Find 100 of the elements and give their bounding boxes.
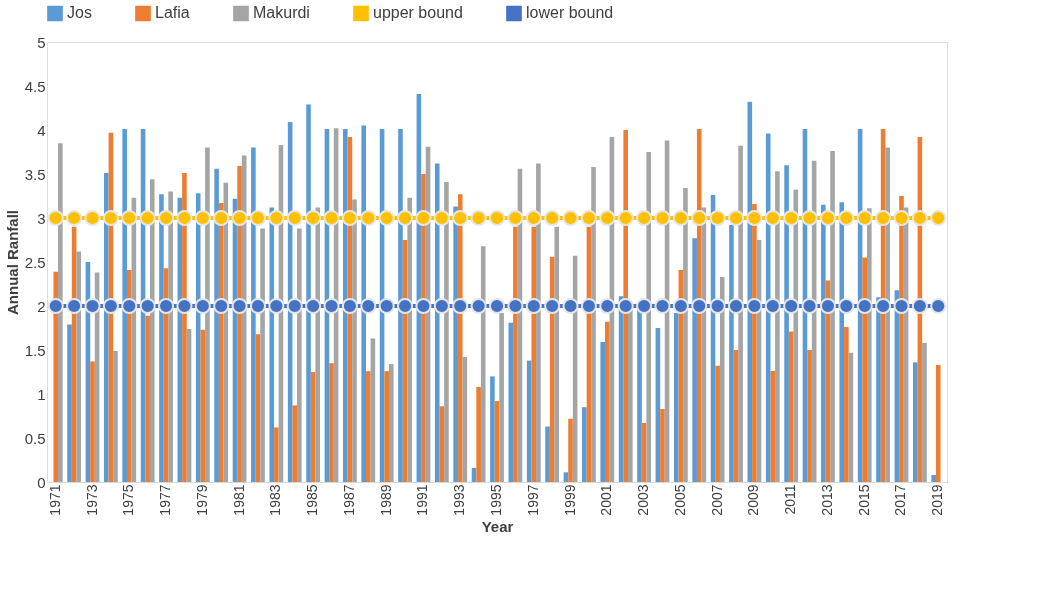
bar: [388, 364, 394, 482]
bar: [793, 189, 799, 482]
y-tick-label: 4: [37, 121, 46, 139]
bar: [536, 163, 541, 482]
bar: [145, 315, 150, 482]
bar: [90, 361, 95, 482]
bar: [490, 376, 495, 482]
bar: [563, 472, 569, 482]
bar: [218, 203, 224, 482]
bar: [126, 269, 132, 482]
bar: [384, 371, 389, 482]
bar: [182, 173, 187, 482]
bar: [637, 309, 642, 482]
bar: [214, 168, 219, 482]
bar: [931, 474, 936, 482]
bar: [195, 193, 201, 482]
legend-label: lower bound: [526, 4, 614, 22]
x-tick-label: 1995: [488, 484, 504, 516]
y-tick-label: 2.5: [24, 253, 46, 271]
y-tick-label: 0.5: [24, 429, 46, 447]
x-tick-label: 1997: [524, 484, 541, 516]
bar: [770, 371, 776, 482]
bar: [366, 371, 371, 482]
x-tick-label: 2005: [671, 484, 688, 516]
y-tick-label: 1.5: [24, 341, 46, 359]
bar: [251, 147, 256, 482]
bar: [807, 350, 812, 482]
bar: [53, 271, 59, 482]
x-tick-label: 2013: [818, 484, 835, 516]
bar: [844, 327, 849, 482]
bar: [476, 386, 481, 482]
y-axis-title: Annual Ranfall: [3, 209, 21, 316]
x-tick-label: 2011: [782, 484, 799, 515]
bar: [738, 145, 743, 482]
bar: [719, 276, 725, 482]
bar: [149, 179, 155, 482]
bar: [729, 225, 734, 482]
x-tick-label: 1973: [83, 484, 100, 516]
x-tick-label: 1981: [230, 484, 247, 516]
bar: [269, 207, 275, 482]
bar: [935, 364, 941, 482]
y-tick-label: 2: [37, 297, 46, 315]
bar: [343, 129, 348, 482]
bar: [623, 130, 628, 482]
y-tick-label: 5: [37, 33, 46, 51]
x-tick-label: 1985: [304, 484, 321, 516]
bar: [839, 202, 845, 482]
bar: [260, 228, 265, 482]
bar: [434, 163, 440, 482]
x-tick-label: 1983: [267, 484, 284, 516]
x-tick-label: 2017: [892, 484, 909, 516]
bar: [444, 181, 449, 482]
bar: [297, 228, 302, 482]
x-tick-label: 2019: [929, 484, 946, 516]
bar: [683, 188, 688, 482]
y-tick-label: 3: [37, 209, 46, 227]
y-tick-label: 4.5: [24, 77, 46, 95]
bar: [398, 129, 403, 482]
bar: [315, 207, 321, 482]
bar: [867, 208, 872, 482]
bar: [480, 246, 486, 482]
bar: [582, 407, 587, 482]
x-tick-label: 1993: [451, 484, 468, 516]
bar: [554, 226, 560, 482]
bar: [568, 418, 573, 482]
bar: [205, 147, 210, 482]
bar: [499, 313, 504, 482]
legend-label: upper bound: [373, 4, 463, 22]
x-tick-label: 2007: [708, 484, 725, 516]
bar: [421, 174, 426, 482]
y-tick-label: 3.5: [24, 165, 46, 183]
bar: [306, 104, 311, 482]
bar: [292, 405, 298, 482]
legend-label: Jos: [67, 4, 92, 22]
bar: [329, 363, 334, 482]
x-tick-label: 1971: [46, 484, 63, 516]
bar: [692, 238, 697, 482]
bar: [508, 322, 514, 482]
bar: [660, 408, 665, 482]
bar: [922, 342, 927, 482]
bar: [168, 191, 173, 482]
x-tick-label: 1989: [377, 484, 394, 516]
legend-label: Lafia: [155, 4, 190, 22]
bar: [912, 362, 918, 482]
x-axis-title: Year: [481, 517, 514, 535]
bar: [591, 166, 596, 482]
bar: [673, 313, 679, 482]
bar: [352, 199, 357, 482]
bar: [58, 143, 63, 482]
bar: [775, 171, 780, 482]
x-tick-label: 1975: [120, 484, 137, 516]
bar: [159, 194, 164, 482]
x-tick-label: 1979: [193, 484, 210, 516]
bar: [821, 204, 826, 482]
x-tick-label: 2015: [855, 484, 872, 516]
x-tick-label: 2001: [598, 484, 615, 516]
y-tick-label: 1: [37, 385, 46, 403]
bar: [600, 342, 606, 482]
bar: [361, 125, 366, 482]
bar: [830, 151, 835, 482]
